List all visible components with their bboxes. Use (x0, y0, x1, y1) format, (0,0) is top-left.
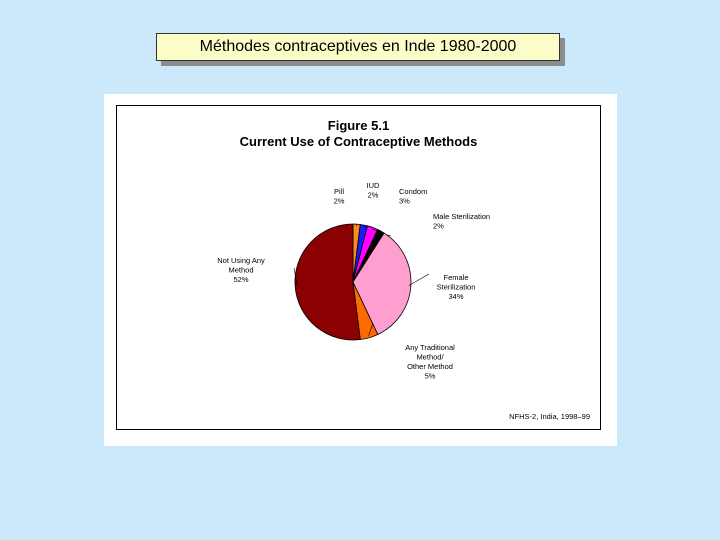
slide-title-box: Méthodes contraceptives en Inde 1980-200… (156, 33, 560, 61)
slice-label-0: Pill 2% (334, 187, 345, 206)
leader-line-6 (293, 267, 298, 286)
pie-chart: Pill 2% IUD 2% Condom 3% Male Sterilization 2% F… (217, 181, 490, 381)
slice-label-1: IUD 2% (367, 181, 381, 200)
figure-frame: Figure 5.1 Current Use of Contraceptive … (116, 105, 601, 430)
figure-source: NFHS-2, India, 1998–99 (509, 412, 590, 421)
slice-label-5: Any Traditional Method/Other Method 5% (405, 343, 455, 381)
pie-slice-6 (294, 223, 361, 341)
pie-slice-4 (352, 232, 412, 336)
slice-label-4: Female Sterilization 34% (437, 273, 476, 301)
slice-label-2: Condom 3% (399, 187, 427, 206)
figure-number: Figure 5.1 (327, 118, 390, 133)
figure-title: Current Use of Contraceptive Methods (239, 134, 478, 149)
slice-label-3: Male Sterilization 2% (433, 212, 490, 231)
slice-label-6: Not Using Any Method 52% (217, 256, 265, 284)
leader-line-5 (368, 322, 374, 336)
leader-line-4 (408, 273, 430, 286)
figure-panel: Figure 5.1 Current Use of Contraceptive … (104, 94, 617, 446)
slide-title: Méthodes contraceptives en Inde 1980-200… (199, 38, 517, 55)
